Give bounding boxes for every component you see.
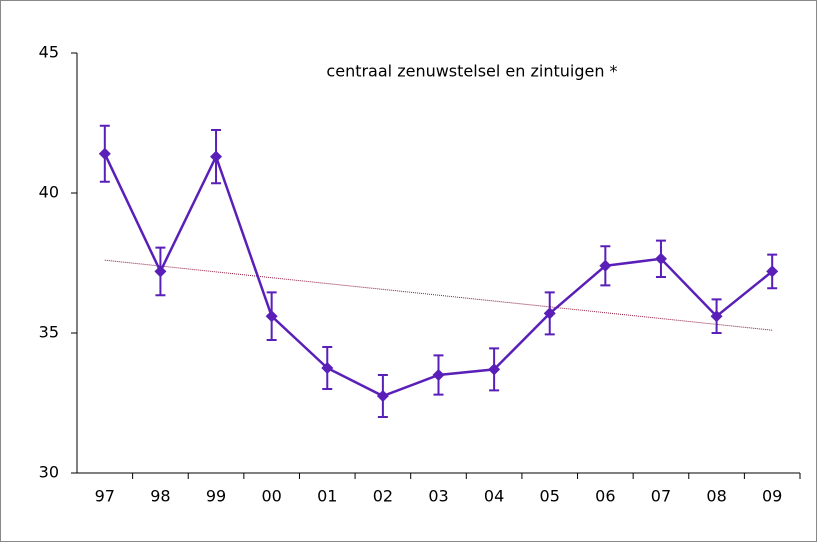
x-tick-label: 09 xyxy=(762,487,782,506)
x-tick-label: 05 xyxy=(540,487,560,506)
marker xyxy=(432,369,445,381)
x-tick-label: 98 xyxy=(150,487,170,506)
x-tick-label: 06 xyxy=(595,487,615,506)
marker xyxy=(154,265,167,278)
marker xyxy=(265,310,278,323)
marker xyxy=(543,307,556,320)
x-tick-label: 08 xyxy=(706,487,726,506)
marker xyxy=(210,150,223,163)
x-tick-label: 01 xyxy=(317,487,337,506)
y-tick-label: 45 xyxy=(39,43,59,62)
chart-title: centraal zenuwstelsel en zintuigen * xyxy=(326,62,617,81)
marker xyxy=(654,252,667,265)
x-tick-label: 03 xyxy=(428,487,448,506)
y-tick-label: 30 xyxy=(39,463,59,482)
marker xyxy=(98,147,111,160)
x-tick-label: 00 xyxy=(261,487,281,506)
y-tick-label: 40 xyxy=(39,183,59,202)
x-tick-label: 07 xyxy=(651,487,671,506)
x-tick-label: 04 xyxy=(484,487,504,506)
marker xyxy=(710,310,723,323)
marker xyxy=(766,265,779,278)
marker xyxy=(488,363,501,376)
x-tick-label: 02 xyxy=(373,487,393,506)
marker xyxy=(376,390,389,402)
marker xyxy=(321,362,334,374)
x-tick-label: 97 xyxy=(95,487,115,506)
marker xyxy=(599,259,612,272)
y-tick-label: 35 xyxy=(39,323,59,342)
x-tick-label: 99 xyxy=(206,487,226,506)
